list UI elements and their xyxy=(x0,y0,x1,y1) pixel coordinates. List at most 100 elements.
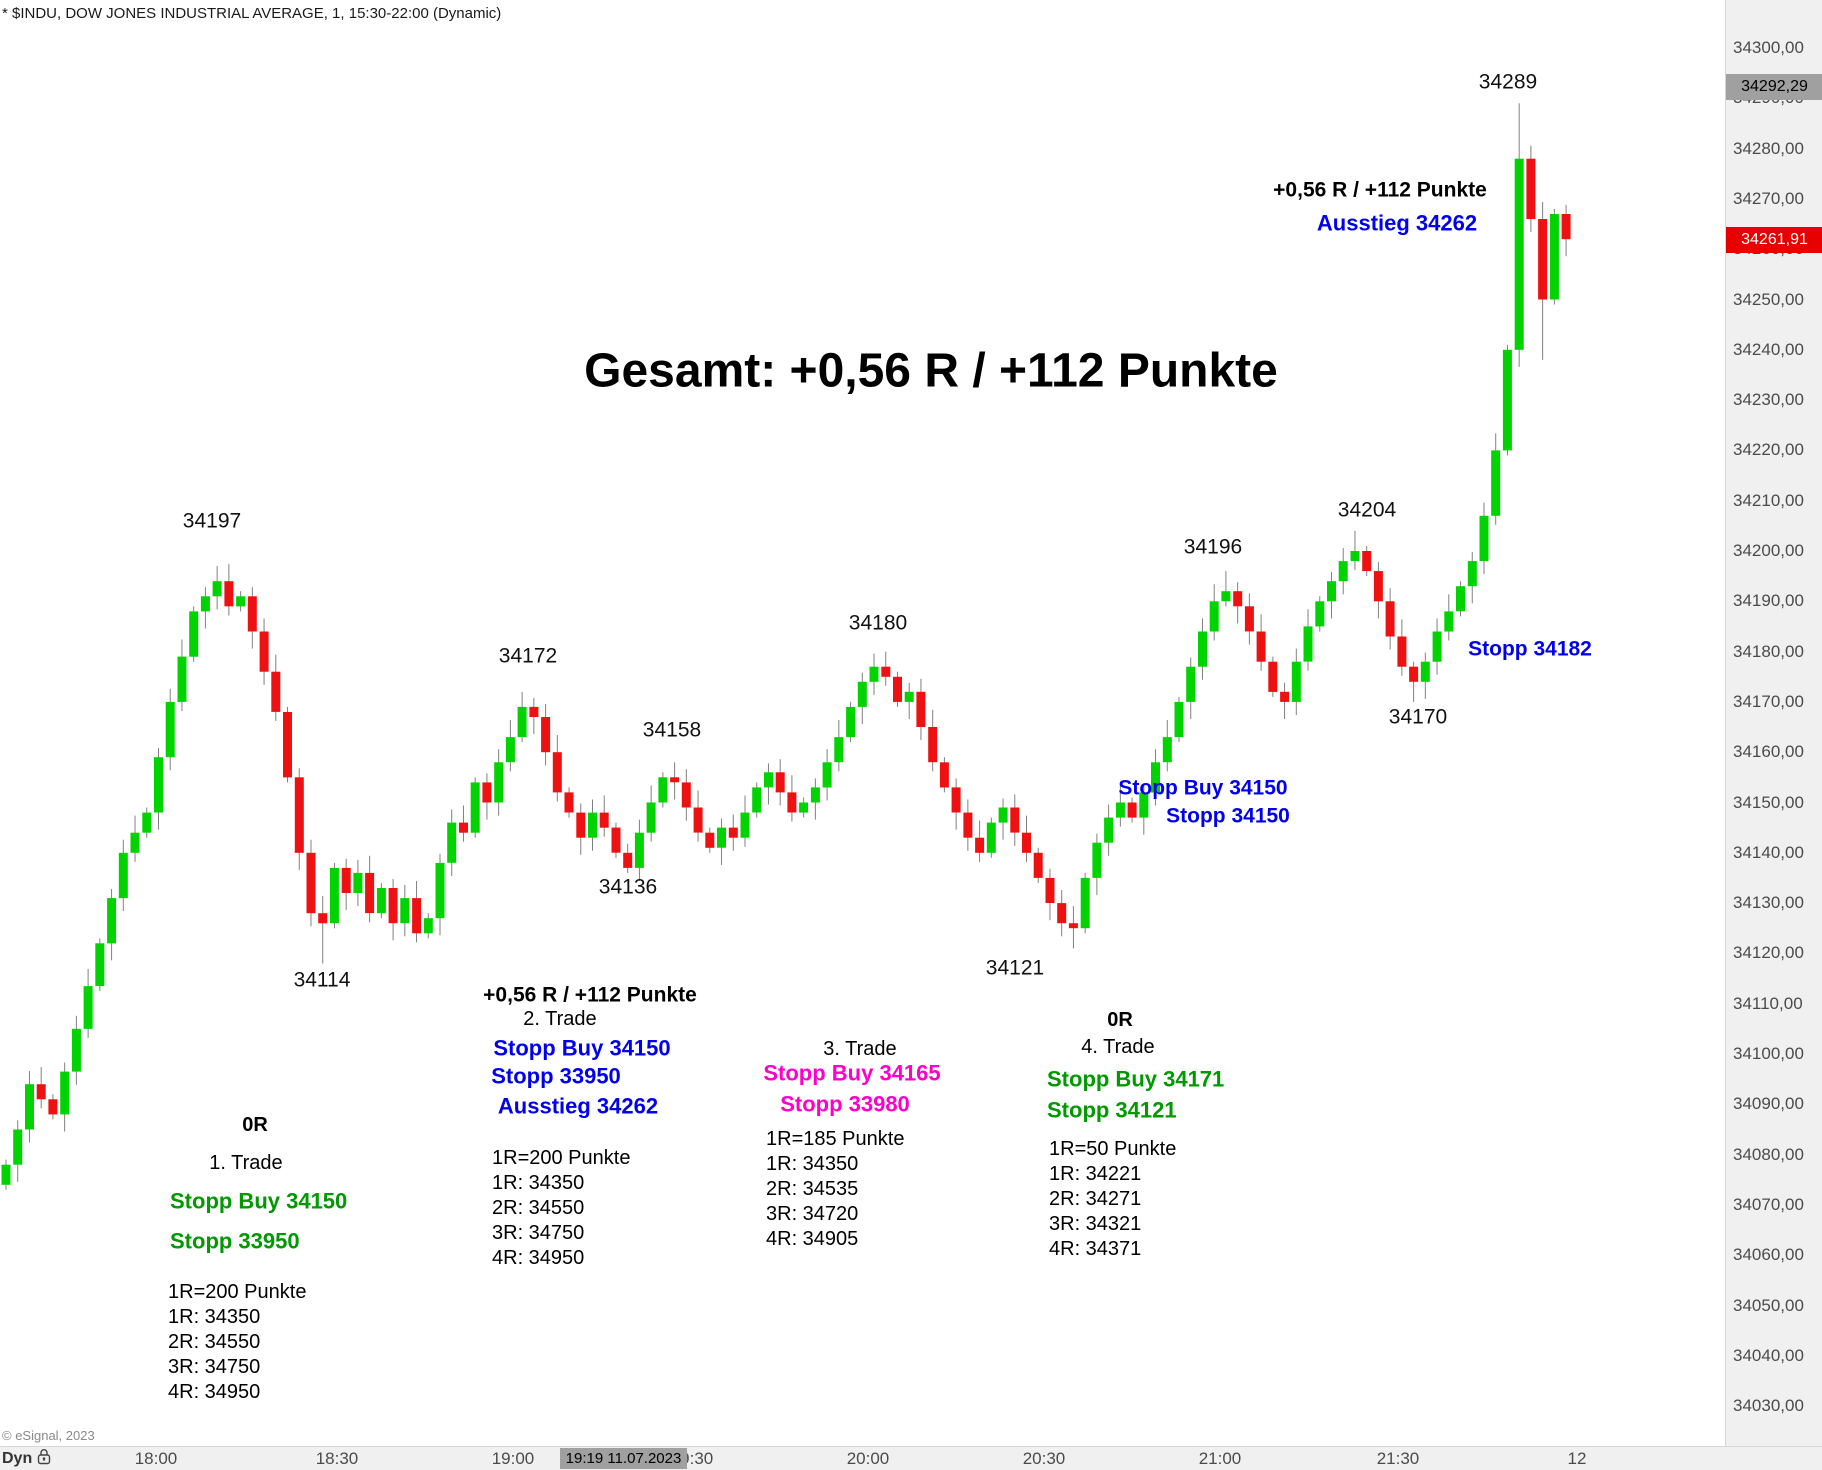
price-tick: 34190,00 xyxy=(1733,591,1804,610)
candle-up xyxy=(1209,601,1219,632)
chart-canvas[interactable]: 34197 34114 34172 34136 34158 34180 34121 34196… xyxy=(0,0,1725,1446)
candle-down xyxy=(893,676,902,702)
trade-2-line: 1R=200 Punkte xyxy=(492,1147,630,1169)
candle-up xyxy=(658,777,668,803)
trade-1-line: 3R: 34750 xyxy=(168,1356,260,1378)
candle-up xyxy=(212,581,222,597)
annotation-text: Ausstieg 34262 xyxy=(1317,211,1477,236)
candle-down xyxy=(48,1099,58,1115)
candle-down xyxy=(1010,807,1020,833)
candle-up xyxy=(1549,214,1559,300)
candle-up xyxy=(154,757,163,813)
candle-up xyxy=(494,762,504,803)
session-high-price-box: 34292,29 xyxy=(1726,74,1822,100)
candle-up xyxy=(435,862,445,919)
trade-1-block: 0R 1. Trade Stopp Buy 34150 Stopp 33950 1R=2… xyxy=(168,1114,347,1403)
candle-up xyxy=(130,832,140,853)
candle-down xyxy=(1022,832,1031,853)
candle-up xyxy=(764,772,773,788)
trade-1-line: 0R xyxy=(242,1114,268,1136)
candle-up xyxy=(1221,591,1231,602)
cursor-date-value: 19:19 11.07.2023 xyxy=(565,1450,682,1467)
time-axis[interactable]: Dyn 18:00 18:30 19:00 19:30 20:00 20:30 21:00 2… xyxy=(0,1446,1822,1470)
time-label: 18:00 xyxy=(134,1449,178,1468)
candle-down xyxy=(611,827,621,853)
trade-3-line: 4R: 34905 xyxy=(766,1228,858,1250)
trade-4-line: 0R xyxy=(1107,1009,1133,1031)
candle-up xyxy=(869,666,879,682)
trade-3-line: 3. Trade xyxy=(823,1038,896,1060)
price-tick: 34110,00 xyxy=(1733,994,1803,1013)
candle-up xyxy=(1139,792,1149,818)
trade-4-line: 1R=50 Punkte xyxy=(1049,1138,1176,1160)
candle-up xyxy=(1092,842,1102,878)
candlestick-chart: 34197 34114 34172 34136 34158 34180 34121 34196… xyxy=(1,71,1592,1403)
candle-down xyxy=(36,1084,46,1100)
dyn-toggle[interactable]: Dyn xyxy=(2,1449,51,1469)
swing-price-label: 34289 xyxy=(1479,71,1537,94)
price-axis[interactable]: 34300,0034290,0034280,0034270,0034260,00… xyxy=(1725,0,1822,1446)
candle-down xyxy=(975,837,985,853)
price-tick: 34040,00 xyxy=(1733,1346,1804,1365)
candle-up xyxy=(986,822,996,853)
candle-down xyxy=(928,727,938,763)
candle-up xyxy=(376,888,386,914)
candle-up xyxy=(904,691,914,702)
price-tick: 34270,00 xyxy=(1733,189,1804,208)
candle-up xyxy=(1162,737,1172,763)
candle-up xyxy=(329,867,339,924)
candle-up xyxy=(1080,877,1090,929)
trade-2-line: Stopp 33950 xyxy=(491,1064,621,1089)
candle-down xyxy=(259,631,269,672)
trade-1-line: 4R: 34950 xyxy=(168,1381,260,1403)
trade-3-line: 3R: 34720 xyxy=(766,1203,858,1225)
candle-up xyxy=(517,706,527,738)
price-tick: 34170,00 xyxy=(1733,692,1804,711)
trade-4-line: 2R: 34271 xyxy=(1049,1188,1141,1210)
candle-down xyxy=(224,581,234,607)
candle-down xyxy=(1280,691,1290,702)
annotation-text: Stopp Buy 34150 xyxy=(1118,777,1287,800)
candle-down xyxy=(412,898,422,934)
candle-up xyxy=(1315,601,1325,627)
candle-down xyxy=(388,888,398,924)
candle-down xyxy=(1373,571,1383,602)
price-tick: 34030,00 xyxy=(1733,1396,1804,1415)
swing-price-label: 34136 xyxy=(599,876,657,899)
swing-price-label: 34121 xyxy=(986,957,1044,980)
candle-down xyxy=(1385,601,1395,637)
candlestick-series xyxy=(1,103,1571,1190)
candle-down xyxy=(306,852,316,914)
candle-up xyxy=(857,681,867,707)
candle-down xyxy=(552,752,562,793)
time-label: 12 xyxy=(1567,1449,1587,1468)
candle-up xyxy=(165,701,175,758)
time-label: 21:30 xyxy=(1376,1449,1420,1468)
candle-up xyxy=(588,812,597,838)
candle-down xyxy=(787,792,797,813)
candle-down xyxy=(916,691,926,727)
time-label: 21:00 xyxy=(1198,1449,1242,1468)
candle-down xyxy=(1397,636,1407,667)
price-tick: 34200,00 xyxy=(1733,541,1804,560)
trade-4-line: 4R: 34371 xyxy=(1049,1238,1141,1260)
trade-1-line: Stopp 33950 xyxy=(170,1229,300,1254)
time-label: 18:30 xyxy=(315,1449,359,1468)
candle-down xyxy=(1268,661,1278,692)
trade-4-line: 1R: 34221 xyxy=(1049,1163,1141,1185)
candle-up xyxy=(470,782,480,833)
session-high-value: 34292,29 xyxy=(1741,78,1808,95)
candle-up xyxy=(447,822,457,863)
candle-down xyxy=(283,712,292,778)
swing-price-label: 34180 xyxy=(849,612,907,635)
candle-down xyxy=(681,782,691,808)
candle-up xyxy=(810,787,820,803)
candle-down xyxy=(623,852,633,868)
trade-1-line: 1. Trade xyxy=(209,1152,282,1174)
cursor-date-box: 19:19 11.07.2023 xyxy=(560,1448,687,1469)
candle-down xyxy=(951,787,961,813)
candle-up xyxy=(646,802,656,833)
